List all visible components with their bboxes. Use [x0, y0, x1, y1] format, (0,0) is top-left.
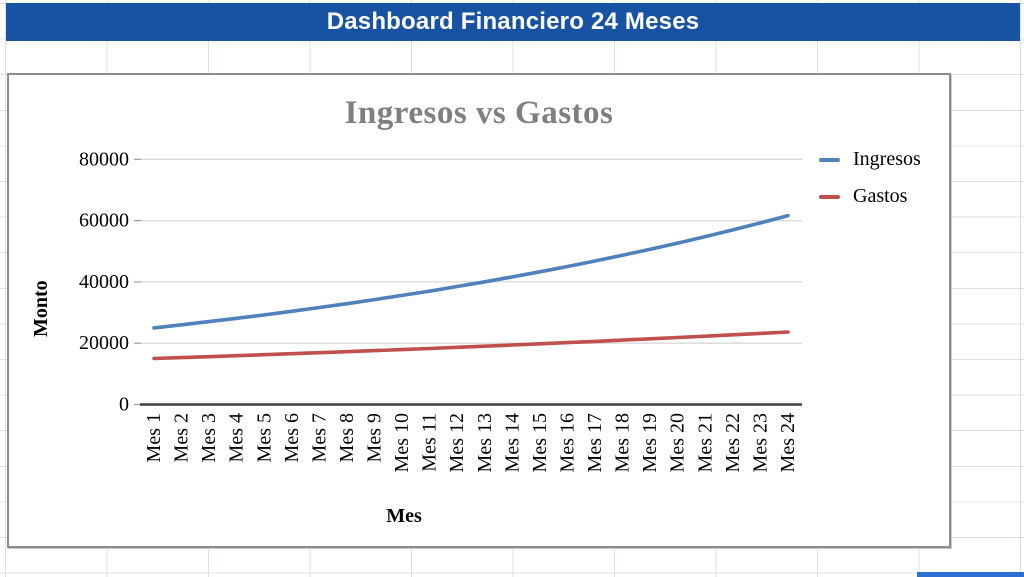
legend-label: Gastos [853, 185, 908, 207]
bottom-accent-bar [917, 572, 1024, 577]
chart-container[interactable]: 0 20000 40000 60000 80000 Mes 1 Mes 2 Mes 3 Mes … [7, 73, 951, 548]
series-line-ingresos[interactable] [152, 213, 790, 330]
y-tick-label: 20000 [79, 332, 129, 354]
legend: Ingresos Gastos [819, 141, 921, 215]
y-axis-title: Monto [30, 280, 52, 337]
legend-item-ingresos[interactable]: Ingresos [819, 141, 921, 178]
chart-title: Ingresos vs Gastos [344, 95, 614, 131]
x-tick-label: Mes 22 [722, 413, 744, 472]
legend-swatch-gastos [819, 194, 840, 199]
series-line-gastos[interactable] [152, 330, 790, 361]
dashboard-title-banner[interactable]: Dashboard Financiero 24 Meses [6, 3, 1020, 41]
x-tick-label: Mes 15 [529, 413, 551, 472]
x-tick-label: Mes 6 [281, 413, 303, 462]
x-tick-label: Mes 16 [556, 413, 578, 472]
y-tick-label: 60000 [79, 210, 129, 232]
x-tick-label: Mes 21 [694, 413, 716, 472]
x-tick-label: Mes 4 [226, 413, 248, 462]
x-tick-label: Mes 18 [612, 413, 634, 472]
x-tick-label: Mes 5 [253, 413, 275, 462]
x-tick-label: Mes 24 [777, 413, 799, 472]
x-tick-label: Mes 17 [584, 413, 606, 472]
x-tick-label: Mes 10 [391, 413, 413, 472]
x-tick-label: Mes 19 [639, 413, 661, 472]
legend-label: Ingresos [853, 148, 921, 170]
x-axis-title: Mes [386, 505, 422, 527]
x-tick-label: Mes 3 [198, 413, 220, 462]
x-tick-label: Mes 1 [143, 413, 165, 462]
x-tick-label: Mes 12 [446, 413, 468, 472]
dashboard-title: Dashboard Financiero 24 Meses [326, 8, 700, 35]
x-tick-label: Mes 11 [419, 413, 441, 472]
x-tick-label: Mes 23 [749, 413, 771, 472]
y-tick-label: 40000 [79, 271, 129, 293]
plot-area: 0 20000 40000 60000 80000 Mes 1 Mes 2 Mes 3 Mes … [79, 148, 802, 472]
x-tick-label: Mes 20 [667, 413, 689, 472]
x-tick-label: Mes 7 [308, 413, 330, 462]
x-tick-label: Mes 13 [474, 413, 496, 472]
x-tick-label: Mes 9 [364, 413, 386, 462]
legend-swatch-ingresos [819, 157, 840, 162]
legend-item-gastos[interactable]: Gastos [819, 178, 921, 215]
y-tick-label: 0 [119, 394, 129, 416]
y-tick-label: 80000 [79, 148, 129, 170]
x-tick-label: Mes 8 [336, 413, 358, 462]
x-tick-label: Mes 2 [171, 413, 193, 462]
x-tick-label: Mes 14 [501, 413, 523, 472]
